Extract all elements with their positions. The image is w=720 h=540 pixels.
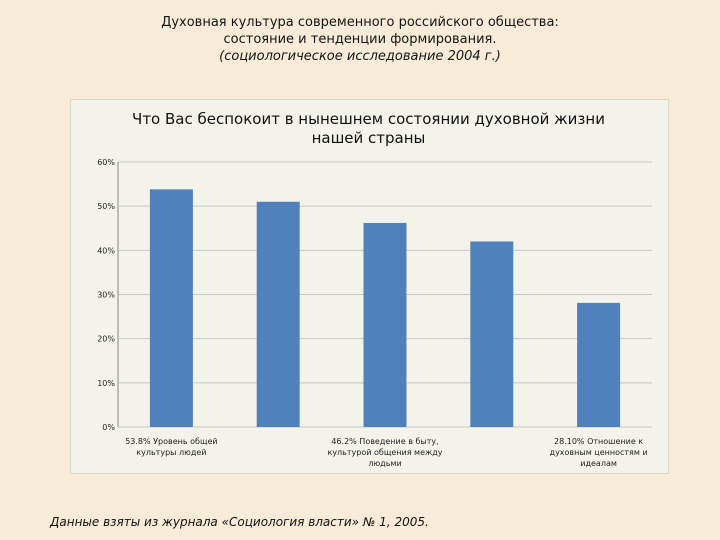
y-tick-label: 30% xyxy=(97,291,115,300)
source-note: Данные взяты из журнала «Социология влас… xyxy=(50,515,429,529)
bar xyxy=(363,222,407,427)
y-tick-label: 50% xyxy=(97,202,115,211)
x-tick-label: 28.10% Отношение к духовным ценностям и ид… xyxy=(550,437,648,468)
y-tick-label: 60% xyxy=(97,158,115,167)
y-tick-label: 10% xyxy=(97,379,115,388)
x-tick-label: 53.8% Уровень общей культуры людей xyxy=(125,437,217,457)
slide-subtitle: (социологическое исследование 2004 г.) xyxy=(219,49,501,64)
x-tick-label: 46.2% Поведение в быту, культурой общения… xyxy=(327,437,442,468)
slide-title: Духовная культура современного российско… xyxy=(0,14,720,65)
slide-title-line2: состояние и тенденции формирования. xyxy=(223,32,497,47)
bar xyxy=(256,201,300,427)
bar xyxy=(149,189,193,427)
bar xyxy=(577,302,621,427)
y-tick-label: 20% xyxy=(97,335,115,344)
chart-title: Что Вас беспокоит в нынешнем состоянии д… xyxy=(132,110,605,147)
y-tick-label: 0% xyxy=(102,423,115,432)
slide-title-line1: Духовная культура современного российско… xyxy=(161,15,559,30)
y-tick-label: 40% xyxy=(97,246,115,255)
bar xyxy=(470,241,514,427)
